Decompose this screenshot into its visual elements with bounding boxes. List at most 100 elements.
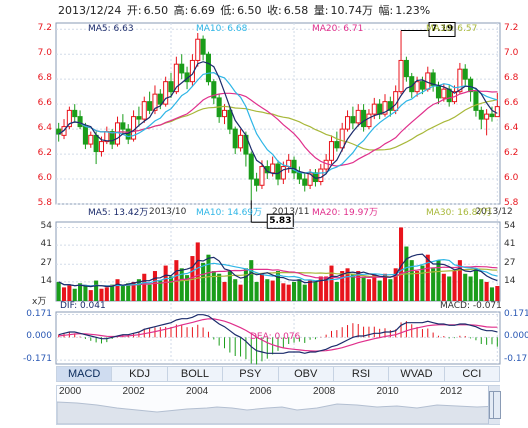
candle-body <box>441 88 447 99</box>
volume-bar <box>393 268 398 301</box>
candle-body <box>318 168 324 183</box>
candle-body <box>468 78 474 93</box>
volume-bar <box>473 268 478 301</box>
price-ytick-right: 6.2 <box>504 148 519 159</box>
change-value: 1.23% <box>395 4 431 17</box>
close-label: 收: <box>267 4 282 17</box>
volume-bar <box>227 271 232 301</box>
stock-chart[interactable] <box>0 0 528 366</box>
timeline-year-label: 2004 <box>186 386 209 397</box>
candle-body <box>361 109 367 128</box>
max-annotation-label: 7.19 <box>431 24 454 35</box>
quote-info-bar: 2013/12/24 开: 6.50 高: 6.69 低: 6.50 收: 6.58 量… <box>58 3 432 19</box>
timeline-navigator[interactable]: 2000 2002 2004 2006 2008 2010 2012 <box>56 385 500 425</box>
macd-legend-dea: DEA: 0.076 <box>250 332 301 342</box>
volume-bar <box>292 281 297 301</box>
price-ytick-left: 6.4 <box>37 123 52 134</box>
volume-bar <box>158 280 163 301</box>
tab-boll[interactable]: BOLL <box>167 367 224 381</box>
candle-body <box>195 38 201 61</box>
volume-bar <box>479 279 484 301</box>
candle-body <box>425 72 431 90</box>
volume-bar <box>297 279 302 301</box>
volume-ma5-line <box>58 253 498 288</box>
volume-bar <box>61 287 67 301</box>
volume-bar <box>420 265 425 301</box>
volume-legend-ma20: MA20: 19.97万 <box>312 208 379 218</box>
timeline-year-label: 2012 <box>440 386 463 397</box>
volume-bar <box>265 279 270 301</box>
candle-body <box>254 178 260 186</box>
volume-bar <box>415 271 420 301</box>
volume-bar <box>94 280 99 301</box>
candle-body <box>280 166 286 180</box>
volume-bar <box>361 276 366 301</box>
tab-cci[interactable]: CCI <box>444 367 499 381</box>
candle-body <box>473 91 479 111</box>
price-legend-ma30: MA30: 6.57 <box>426 24 478 34</box>
volume-bar <box>275 271 281 301</box>
volume-bar <box>431 268 436 301</box>
volume-bar <box>238 284 243 301</box>
candle-body <box>125 128 131 140</box>
price-ma10-line <box>58 71 498 175</box>
candle-body <box>98 141 105 153</box>
candle-body <box>259 166 265 186</box>
volume-label: 量: <box>313 4 329 17</box>
candle-body <box>355 109 361 124</box>
price-ytick-right: 6.8 <box>504 73 519 84</box>
price-ytick-right: 7.0 <box>504 48 519 59</box>
volume-bar <box>318 276 323 301</box>
volume-bar <box>382 273 388 301</box>
volume-ytick-left: 41 <box>40 239 52 250</box>
max-annotation-box <box>428 21 456 37</box>
x-tick-label: 2013/11 <box>272 207 310 217</box>
tab-rsi[interactable]: RSI <box>333 367 390 381</box>
volume-bar <box>324 276 329 301</box>
candle-body <box>403 59 409 78</box>
volume-bar <box>340 271 345 301</box>
candle-body <box>302 178 308 186</box>
candle-body <box>484 113 490 120</box>
volume-bar <box>447 276 452 301</box>
volume-bar <box>201 262 206 301</box>
price-ytick-right: 5.8 <box>504 198 519 208</box>
volume-ytick-right: 54 <box>504 221 516 232</box>
volume-bar <box>441 273 446 301</box>
candle-body <box>387 101 393 111</box>
macd-legend-macd: MACD: -0.071 <box>440 301 502 311</box>
candle-body <box>205 53 211 83</box>
candle-body <box>56 128 62 135</box>
tab-macd[interactable]: MACD <box>57 367 113 381</box>
price-ytick-left: 6.6 <box>37 98 52 109</box>
tab-wvad[interactable]: WVAD <box>389 367 445 381</box>
candle-body <box>72 109 78 118</box>
candle-body <box>275 163 281 180</box>
timeline-right-handle[interactable] <box>493 391 501 419</box>
volume-bar <box>190 256 195 301</box>
volume-bar <box>484 281 489 301</box>
volume-ma10-line <box>58 258 498 287</box>
volume-bar <box>206 254 211 301</box>
volume-bar <box>329 265 334 301</box>
candle-body <box>494 106 500 118</box>
candle-body <box>120 122 126 130</box>
candle-body <box>328 141 335 161</box>
candle-body <box>227 109 233 130</box>
tab-psy[interactable]: PSY <box>223 367 279 381</box>
tab-obv[interactable]: OBV <box>278 367 334 381</box>
candle-body <box>478 109 484 120</box>
tab-kdj[interactable]: KDJ <box>112 367 168 381</box>
candle-body <box>163 81 169 105</box>
volume-ytick-right: 41 <box>504 239 516 250</box>
volume-bar <box>88 290 93 301</box>
price-ytick-left: 7.2 <box>37 23 52 34</box>
volume-bar <box>254 281 259 301</box>
timeline-year-label: 2006 <box>249 386 272 397</box>
volume-bar <box>56 281 61 301</box>
candle-body <box>339 128 345 149</box>
price-ytick-left: 7.0 <box>37 48 52 59</box>
volume-bar <box>179 268 184 301</box>
volume-bar <box>115 279 120 301</box>
x-tick-label: 2013/10 <box>149 207 187 217</box>
